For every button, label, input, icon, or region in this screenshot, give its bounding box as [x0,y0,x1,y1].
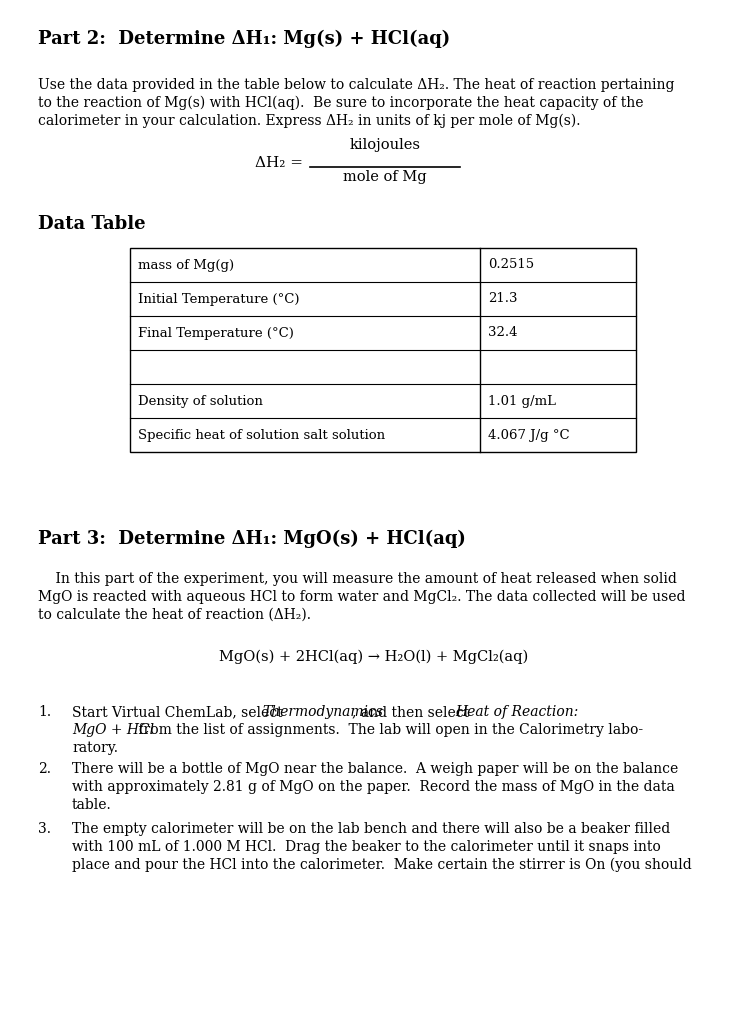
Text: 1.: 1. [38,705,51,719]
Text: Data Table: Data Table [38,215,146,233]
Text: with 100 mL of 1.000 M HCl.  Drag the beaker to the calorimeter until it snaps i: with 100 mL of 1.000 M HCl. Drag the bea… [72,840,660,854]
Text: table.: table. [72,798,111,812]
Text: from the list of assignments.  The lab will open in the Calorimetry labo-: from the list of assignments. The lab wi… [134,723,643,737]
Text: Specific heat of solution salt solution: Specific heat of solution salt solution [138,428,385,441]
Text: with approximately 2.81 g of MgO on the paper.  Record the mass of MgO in the da: with approximately 2.81 g of MgO on the … [72,780,675,794]
Text: 3.: 3. [38,822,51,836]
Text: , and then select: , and then select [352,705,473,719]
Text: to calculate the heat of reaction (ΔH₂).: to calculate the heat of reaction (ΔH₂). [38,608,311,622]
Text: Initial Temperature (°C): Initial Temperature (°C) [138,293,299,305]
Text: 0.2515: 0.2515 [488,258,534,271]
Text: In this part of the experiment, you will measure the amount of heat released whe: In this part of the experiment, you will… [38,572,677,586]
Text: 1.01 g/mL: 1.01 g/mL [488,394,556,408]
Text: kilojoules: kilojoules [349,138,420,152]
Text: mass of Mg(g): mass of Mg(g) [138,258,234,271]
Text: place and pour the HCl into the calorimeter.  Make certain the stirrer is On (yo: place and pour the HCl into the calorime… [72,858,692,872]
Text: to the reaction of Mg(s) with HCl(aq).  Be sure to incorporate the heat capacity: to the reaction of Mg(s) with HCl(aq). B… [38,96,643,111]
Text: MgO + HCl: MgO + HCl [72,723,154,737]
Text: Heat of Reaction:: Heat of Reaction: [455,705,578,719]
Text: ratory.: ratory. [72,741,118,755]
Text: Thermodynamics: Thermodynamics [262,705,383,719]
Text: 32.4: 32.4 [488,327,518,340]
Text: Density of solution: Density of solution [138,394,263,408]
Text: The empty calorimeter will be on the lab bench and there will also be a beaker f: The empty calorimeter will be on the lab… [72,822,670,836]
Text: calorimeter in your calculation. Express ΔH₂ in units of kj per mole of Mg(s).: calorimeter in your calculation. Express… [38,114,580,128]
Bar [130,248,636,452]
Text: There will be a bottle of MgO near the balance.  A weigh paper will be on the ba: There will be a bottle of MgO near the b… [72,762,678,776]
Text: mole of Mg: mole of Mg [343,170,427,184]
Text: 2.: 2. [38,762,51,776]
Text: 4.067 J/g °C: 4.067 J/g °C [488,428,570,441]
Text: Part 3:  Determine ΔH₁: MgO(s) + HCl(aq): Part 3: Determine ΔH₁: MgO(s) + HCl(aq) [38,530,466,548]
Text: Part 2:  Determine ΔH₁: Mg(s) + HCl(aq): Part 2: Determine ΔH₁: Mg(s) + HCl(aq) [38,30,450,48]
Text: Use the data provided in the table below to calculate ΔH₂. The heat of reaction : Use the data provided in the table below… [38,78,675,92]
Text: Final Temperature (°C): Final Temperature (°C) [138,327,294,340]
Text: ΔH₂ =: ΔH₂ = [255,156,303,170]
Text: MgO is reacted with aqueous HCl to form water and MgCl₂. The data collected will: MgO is reacted with aqueous HCl to form … [38,590,685,604]
Text: 21.3: 21.3 [488,293,518,305]
Text: Start Virtual ChemLab, select: Start Virtual ChemLab, select [72,705,287,719]
Text: MgO(s) + 2HCl(aq) → H₂O(l) + MgCl₂(aq): MgO(s) + 2HCl(aq) → H₂O(l) + MgCl₂(aq) [219,650,529,665]
